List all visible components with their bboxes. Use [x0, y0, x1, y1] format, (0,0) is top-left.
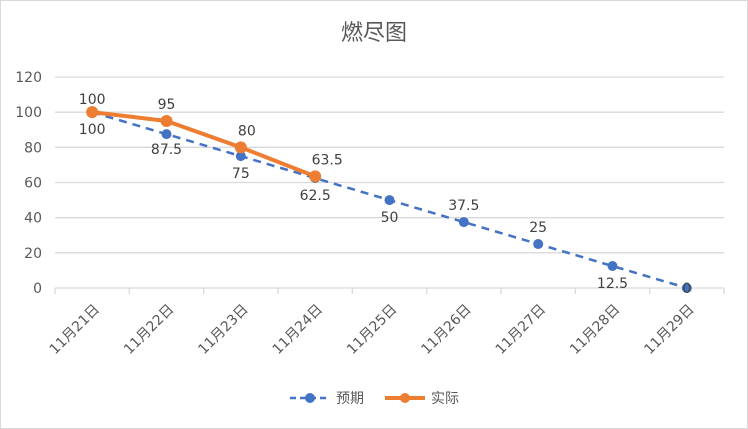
legend-label: 实际	[431, 391, 459, 407]
data-point	[309, 170, 322, 183]
data-label: 37.5	[448, 198, 479, 214]
legend-marker	[305, 393, 315, 403]
x-tick-label: 11月24日	[270, 302, 326, 358]
y-tick-label: 100	[15, 105, 42, 121]
data-label: 12.5	[597, 276, 628, 292]
data-point	[458, 217, 469, 228]
data-label: 100	[79, 122, 106, 138]
y-tick-label: 40	[24, 211, 42, 227]
x-tick-label: 11月23日	[195, 302, 251, 358]
data-label: 75	[232, 166, 250, 182]
legend-marker	[400, 393, 410, 403]
data-label: 95	[158, 97, 176, 113]
data-point	[384, 195, 395, 206]
x-tick-label: 11月29日	[641, 302, 697, 358]
data-point	[681, 283, 692, 293]
data-label: 87.5	[151, 142, 182, 158]
chart-title: 燃尽图	[341, 21, 407, 46]
data-label: 62.5	[300, 188, 331, 204]
data-point	[235, 151, 246, 162]
x-tick-label: 11月21日	[47, 302, 103, 358]
data-label: 63.5	[312, 152, 343, 168]
legend-label: 预期	[336, 391, 364, 407]
data-label: 100	[79, 92, 106, 108]
y-tick-label: 20	[24, 246, 42, 262]
data-point	[160, 114, 173, 127]
series-line-实际	[91, 110, 316, 179]
y-tick-label: 80	[24, 140, 42, 156]
data-label: 50	[381, 210, 399, 226]
data-label: 25	[529, 220, 547, 236]
x-tick-label: 11月25日	[344, 302, 400, 358]
data-label: 0	[682, 281, 691, 297]
data-point	[607, 261, 618, 272]
x-tick-label: 11月26日	[418, 302, 474, 358]
data-point	[234, 141, 247, 154]
x-tick-label: 11月27日	[493, 302, 549, 358]
x-tick-label: 11月28日	[567, 302, 623, 358]
data-point	[533, 239, 544, 250]
x-tick-label: 11月22日	[121, 302, 177, 358]
data-point	[161, 129, 172, 140]
y-tick-label: 60	[24, 176, 42, 192]
y-tick-label: 120	[15, 70, 42, 86]
data-label: 80	[238, 123, 256, 139]
y-tick-label: 0	[33, 281, 42, 297]
data-point	[86, 106, 99, 119]
